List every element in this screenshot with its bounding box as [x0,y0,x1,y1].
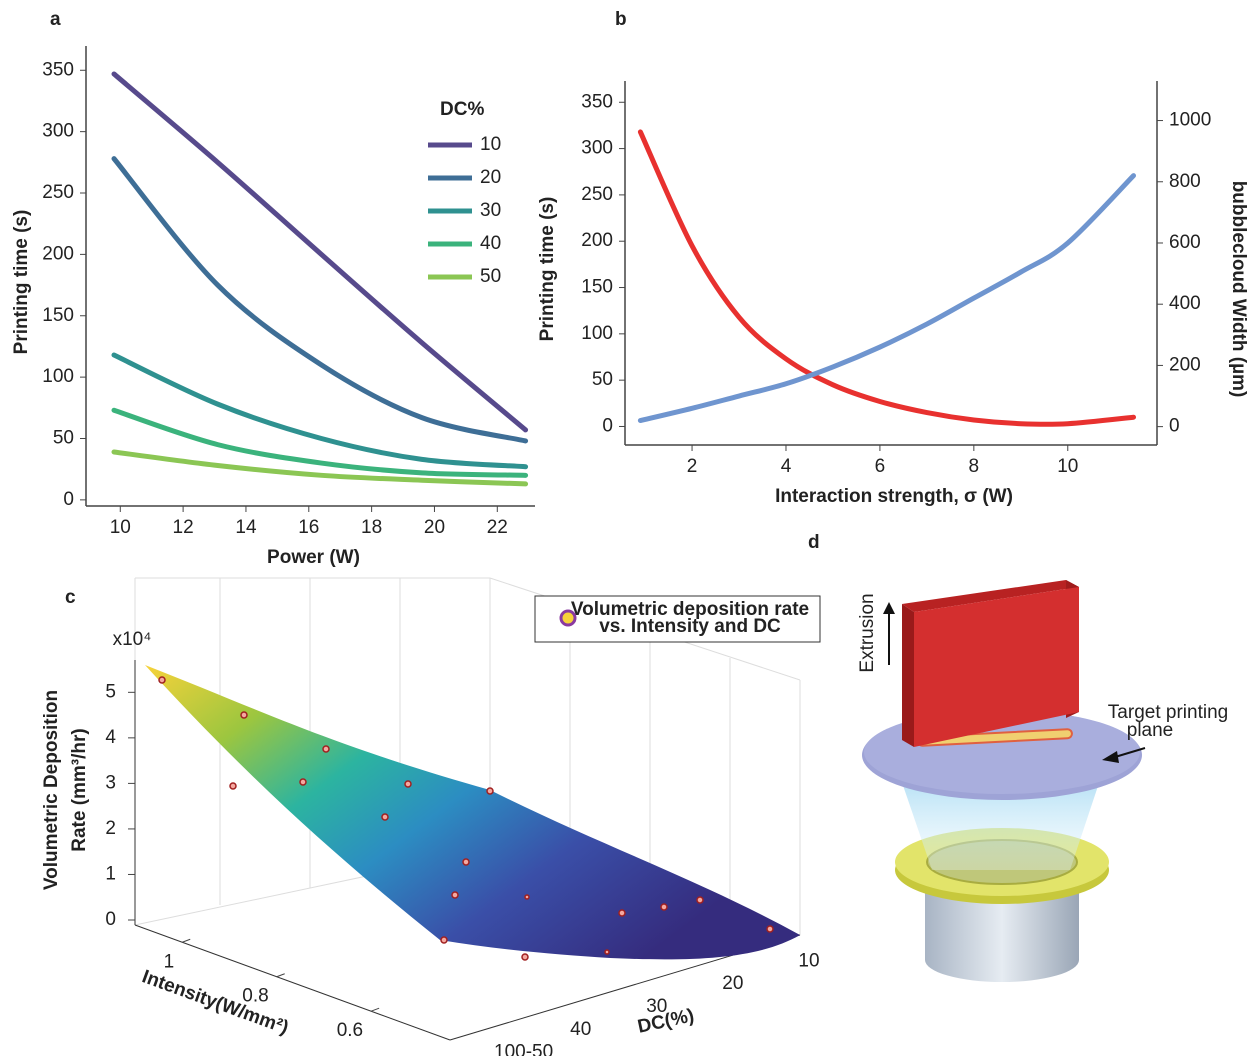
x-tick-label: 14 [235,517,257,538]
x-tick [276,973,285,978]
x-tick-label: 16 [298,517,319,538]
y-tick-label: 300 [581,138,613,159]
y-axis-label: Printing time (s) [537,197,558,342]
x-tick-label: 20 [424,517,445,538]
x-tick-label: 0.6 [337,1020,363,1041]
series-line [111,71,529,433]
z-multiplier: x10⁴ [113,629,152,650]
y-tick-label: 10 [798,950,819,971]
series-line [111,449,529,487]
z-tick-label: 0 [105,909,116,930]
y-tick-label: 30 [646,996,667,1017]
y-tick-label: 20 [722,973,743,994]
y2-tick-label: 1000 [1169,110,1211,131]
y-tick-label: 350 [42,59,74,80]
y-tick-label: 100-50 [494,1042,553,1056]
y-tick-label: 300 [42,121,74,142]
x-tick-label: 18 [361,517,382,538]
setup-diagram [862,580,1146,982]
y-tick-label: 100 [581,323,613,344]
x-axis-label: Interaction strength, σ (W) [775,486,1013,507]
legend-label: 30 [480,200,501,221]
x-tick-label: 2 [687,456,698,477]
y-tick-label: 200 [42,243,74,264]
z-axis-label: Volumetric Deposition [41,690,62,890]
legend-label: 50 [480,266,501,287]
panel-label: c [65,587,76,608]
panel-label: b [615,9,627,30]
x-tick-label: 6 [875,456,886,477]
y2-tick-label: 0 [1169,416,1180,437]
diagram-label: plane [1127,720,1174,741]
x-tick-label: 12 [173,517,194,538]
panel-label: a [50,9,61,30]
legend-box [534,595,821,643]
legend-label: 20 [480,167,501,188]
y-tick-label: 200 [581,230,613,251]
x-tick-label: 10 [1057,456,1078,477]
y-tick-label: 100 [42,366,74,387]
surface [145,665,800,960]
y-tick-label: 350 [581,91,613,112]
diagram-label: Extrusion [857,593,878,672]
y-tick-label: 150 [581,277,613,298]
y-tick-label: 40 [570,1019,591,1040]
y2-tick-label: 400 [1169,293,1201,314]
x-tick-label: 8 [969,456,980,477]
panel-label: d [808,532,820,553]
x-tick-label: 4 [781,456,792,477]
y-axis-label: DC(%) [636,1005,696,1037]
y-tick-label: 50 [592,369,613,390]
z-tick-label: 1 [105,863,116,884]
y-tick-label: 250 [581,184,613,205]
y2-tick-label: 600 [1169,232,1201,253]
y-tick-label: 250 [42,182,74,203]
legend-label: 10 [480,134,501,155]
y2-axis-label: bubblecloud Width (µm) [1228,181,1249,398]
legend-title: DC% [440,99,484,120]
legend-label: 40 [480,233,501,254]
series-line [111,156,529,444]
y-tick-label: 0 [63,489,74,510]
surface-points [158,676,774,961]
y-axis-label: Printing time (s) [11,210,32,355]
z-tick-label: 4 [105,727,116,748]
x-tick-label: 0.8 [242,986,268,1007]
series-line [637,129,1137,427]
legend-marker [559,609,577,627]
series-line [111,407,529,478]
series-line [637,173,1137,424]
y-tick-label: 150 [42,305,74,326]
z-tick-label: 3 [105,772,116,793]
x-tick [182,938,191,943]
z-axis-label: Rate (mm³/hr) [69,728,90,852]
x-tick-label: 1 [164,951,175,972]
x-tick-label: 22 [487,517,508,538]
y-tick-label: 0 [602,415,613,436]
z-tick-label: 2 [105,818,116,839]
x-axis-label: Power (W) [267,547,360,568]
z-tick-label: 5 [105,681,116,702]
x-tick [370,1007,380,1012]
y-tick-label: 50 [53,428,74,449]
legend-label: vs. Intensity and DC [599,616,781,637]
x-tick-label: 10 [110,517,131,538]
diagram-label: Target printing [1108,702,1228,723]
y2-tick-label: 800 [1169,171,1201,192]
series-line [111,352,529,470]
legend-label: Volumetric deposition rate [571,599,809,620]
y2-tick-label: 200 [1169,354,1201,375]
axis-line [134,924,451,1041]
